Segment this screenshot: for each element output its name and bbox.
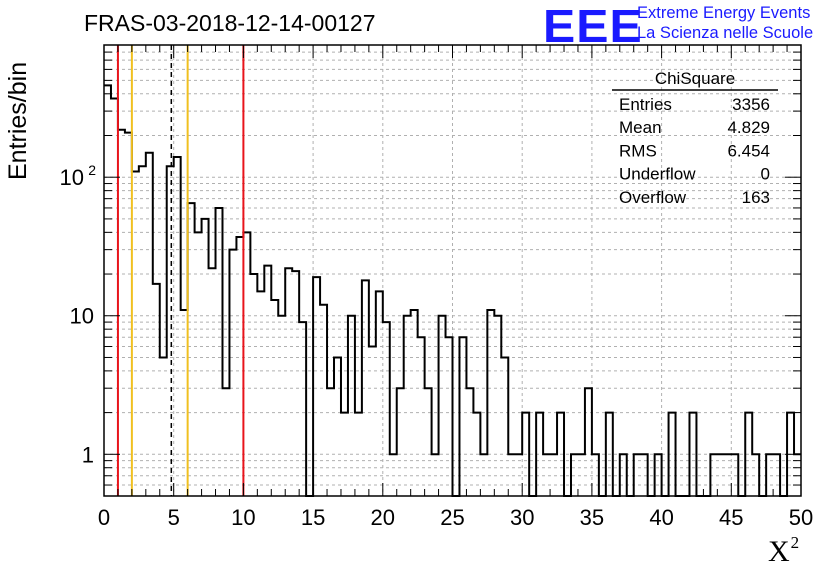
stats-box: ChiSquare Entries 3356 Mean 4.829 RMS 6.454 Und… (612, 69, 778, 207)
logo-subtitle: Extreme Energy Events La Scienza nelle S… (637, 3, 813, 43)
logo-line-2: La Scienza nelle Scuole (637, 24, 814, 42)
x-tick-label: 20 (371, 505, 395, 530)
x-tick-label: 40 (649, 505, 673, 530)
stats-row-label: Overflow (619, 188, 687, 207)
x-axis-label-main: X (768, 535, 790, 568)
x-tick-label: 50 (789, 505, 813, 530)
x-tick-label: 35 (580, 505, 604, 530)
stats-row-label: Mean (619, 118, 662, 137)
stats-row-value: 163 (742, 188, 770, 207)
stats-row-value: 0 (761, 165, 770, 184)
stats-row-label: RMS (619, 141, 657, 160)
y-tick-label-exponent: 2 (88, 162, 96, 178)
stats-row-value: 3356 (732, 95, 770, 114)
marker-layer (116, 45, 245, 496)
stats-box-name: ChiSquare (655, 69, 735, 88)
histogram-layer (104, 84, 801, 497)
y-tick-label: 10 (60, 165, 84, 190)
stats-row-label: Underflow (619, 165, 696, 184)
stats-row-value: 4.829 (727, 118, 770, 137)
x-axis-label-sup: 2 (790, 533, 800, 552)
stats-row-label: Entries (619, 95, 672, 114)
x-tick-label: 0 (98, 505, 110, 530)
chart-title: FRAS-03-2018-12-14-00127 (84, 10, 376, 36)
logo-line-1: Extreme Energy Events (637, 4, 811, 22)
histogram-outline (104, 84, 801, 497)
x-tick-label: 30 (510, 505, 534, 530)
stats-row-value: 6.454 (727, 141, 770, 160)
x-tick-label: 15 (301, 505, 325, 530)
x-tick-label: 25 (440, 505, 464, 530)
y-tick-label: 10 (70, 304, 94, 329)
x-tick-label: 5 (168, 505, 180, 530)
x-axis-label: X2 (768, 533, 799, 569)
x-tick-label: 45 (719, 505, 743, 530)
y-tick-label: 1 (82, 442, 94, 467)
x-tick-label: 10 (231, 505, 255, 530)
eee-logo: EEE (543, 0, 643, 52)
